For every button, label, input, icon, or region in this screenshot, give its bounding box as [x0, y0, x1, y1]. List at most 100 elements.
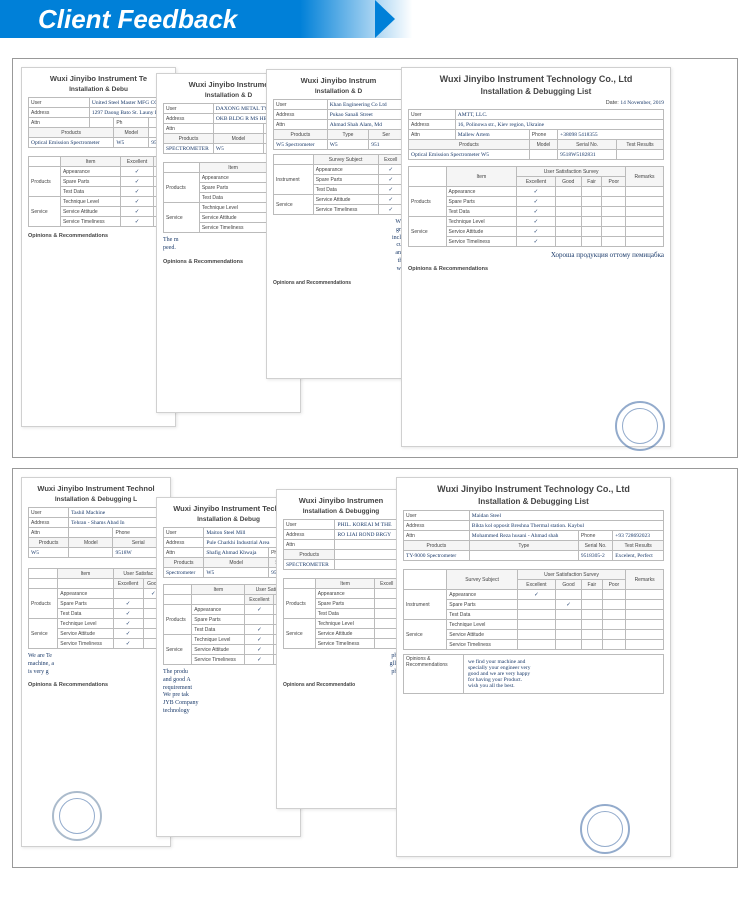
- handwritten-note: W5 gro inclu cu- and thl wh: [273, 219, 404, 274]
- form-subtitle: Installation & Debugging List: [408, 87, 664, 96]
- address-label: Address: [284, 530, 335, 540]
- products-header: Products: [164, 558, 204, 568]
- feedback-form: Wuxi Jinyibo Instrum Installation & D Us…: [266, 69, 411, 379]
- model-header: Model: [529, 140, 557, 150]
- row-label: Technique Level: [192, 635, 245, 645]
- stamp-icon: [615, 401, 665, 451]
- check-mark: ✓: [113, 619, 143, 629]
- user-label: User: [164, 528, 204, 538]
- service-row-label: Service: [404, 620, 447, 650]
- address-label: Address: [274, 110, 328, 120]
- service-row-label: Service: [164, 203, 200, 233]
- products-value: SPECTROMETER: [284, 560, 335, 570]
- date-value: 14 November, 2019: [620, 100, 664, 106]
- phone-label: Phone: [529, 130, 557, 140]
- row-label: Spare Parts: [58, 599, 113, 609]
- header-table: UserMaiton Steel Mill AddressPule Charkh…: [163, 527, 294, 578]
- row-label: Service Attitude: [447, 630, 518, 640]
- products-header: Products: [284, 550, 335, 560]
- service-row-label: Service: [274, 195, 314, 215]
- check-mark: ✓: [113, 639, 143, 649]
- row-label: Test Data: [446, 207, 517, 217]
- address-label: Address: [404, 521, 470, 531]
- excellent-header: Excellent: [245, 595, 274, 605]
- row-label: Service Timeliness: [60, 217, 120, 227]
- check-mark: ✓: [245, 605, 274, 615]
- handwritten-note: phi gllo phi: [283, 653, 399, 676]
- survey-table: Survey SubjectUser Satisfaction SurveyRe…: [403, 569, 664, 650]
- user-label: User: [404, 511, 470, 521]
- row-label: Service Attitude: [199, 213, 267, 223]
- check-mark: ✓: [113, 599, 143, 609]
- row-label: Service Timeliness: [315, 639, 375, 649]
- company-name: Wuxi Jinyibo Instrument Technology Co., …: [403, 484, 664, 494]
- check-mark: ✓: [245, 625, 274, 635]
- stamp-icon: [580, 804, 630, 854]
- row-label: Service Attitude: [58, 629, 113, 639]
- survey-table: ItemUser Satisfa ExcellentGood ProductsA…: [163, 584, 294, 665]
- row-label: Appearance: [446, 187, 517, 197]
- opinions-label: Opinions & Recommendations: [28, 233, 169, 239]
- user-value: Khan Engineering Co Ltd: [327, 100, 403, 110]
- attn-label: Attn: [29, 528, 69, 538]
- row-label: Technique Level: [60, 197, 120, 207]
- row-label: Technique Level: [447, 620, 518, 630]
- products-header: Products: [274, 130, 328, 140]
- attn-label: Attn: [404, 531, 470, 541]
- check-mark: ✓: [121, 207, 154, 217]
- good-header: Good: [555, 177, 581, 187]
- check-mark: ✓: [517, 187, 555, 197]
- model-value: W5: [213, 144, 263, 154]
- results-value: Excelent, Perfect: [613, 551, 664, 561]
- row-label: Service Timeliness: [446, 237, 517, 247]
- item-header: Item: [315, 579, 375, 589]
- row-label: Test Data: [60, 187, 120, 197]
- feedback-form: Wuxi Jinyibo Instrumen Installation & De…: [276, 489, 406, 809]
- serial-value: 9518W5182831: [558, 150, 617, 160]
- opinions-label: Opinions & Recommendations: [404, 655, 464, 694]
- model-header: Model: [69, 538, 113, 548]
- row-label: Appearance: [60, 167, 120, 177]
- feedback-form: Wuxi Jinyibo Instrument Technology Co., …: [401, 67, 671, 447]
- user-value: Maidan Steel: [469, 511, 663, 521]
- row-label: Technique Level: [446, 217, 517, 227]
- attn-label: Attn: [284, 540, 335, 550]
- excellent-header: Excellent: [113, 579, 143, 589]
- header-table: UserAMTT, LLC. Address16, Polinowa str.,…: [408, 109, 664, 160]
- date-line: Date: 14 November, 2019: [408, 100, 664, 106]
- form-subtitle: Installation & Debugging L: [28, 496, 164, 503]
- header-table: UserMaidan Steel AddressBikta kol opposi…: [403, 510, 664, 561]
- phone-label: Phone: [578, 531, 612, 541]
- check-mark: ✓: [517, 197, 555, 207]
- products-header: Products: [164, 134, 214, 144]
- type-header: Type: [469, 541, 578, 551]
- phone-value: +38098 5418355: [558, 130, 664, 140]
- model-header: Model: [114, 128, 149, 138]
- row-label: Test Data: [447, 610, 518, 620]
- instrument-row-label: Instrument: [404, 590, 447, 620]
- check-mark: ✓: [121, 217, 154, 227]
- survey-header: Survey Subject: [313, 155, 378, 165]
- products-value: Optical Emission Spectrometer W5: [409, 150, 530, 160]
- remarks-header: Remarks: [626, 167, 664, 187]
- check-mark: ✓: [121, 197, 154, 207]
- row-label: Technique Level: [199, 203, 267, 213]
- handwritten-note: Хороша продукция оттому пемицабка: [408, 251, 664, 260]
- company-name: Wuxi Jinyibo Instrument Te: [28, 74, 169, 83]
- user-label: User: [274, 100, 328, 110]
- user-label: User: [164, 104, 214, 114]
- service-row-label: Service: [29, 197, 61, 227]
- check-mark: ✓: [245, 635, 274, 645]
- check-mark: ✓: [378, 195, 403, 205]
- check-mark: ✓: [517, 227, 555, 237]
- opinions-table: Opinions & Recommendations we find your …: [403, 654, 664, 694]
- user-label: User: [29, 508, 69, 518]
- check-mark: ✓: [517, 590, 555, 600]
- attn-value: Shafig Ahmad Khwaja: [204, 548, 269, 558]
- row-label: Technique Level: [58, 619, 113, 629]
- products-row-label: Products: [164, 605, 192, 635]
- products-value: W5 Spectrometer: [274, 140, 328, 150]
- banner-title: Client Feedback: [0, 0, 750, 38]
- excellent-header: Excellent: [517, 580, 555, 590]
- handwritten-note: The produ and good A requirement We pre …: [163, 669, 294, 716]
